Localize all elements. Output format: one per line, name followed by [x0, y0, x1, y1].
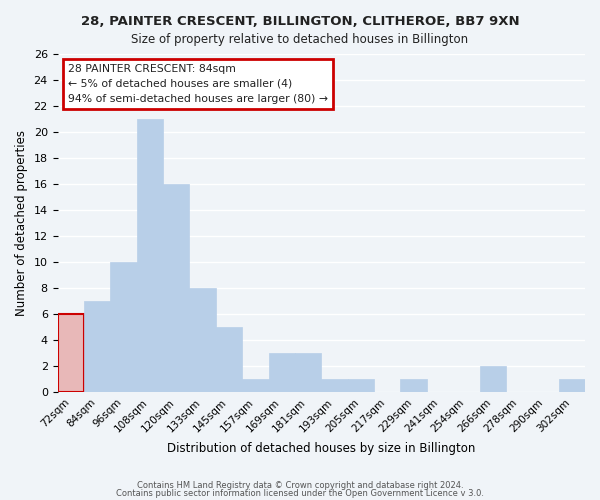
Bar [295, 353, 321, 392]
Bar [137, 119, 163, 392]
Y-axis label: Number of detached properties: Number of detached properties [15, 130, 28, 316]
Bar [347, 379, 374, 392]
Bar [400, 379, 427, 392]
X-axis label: Distribution of detached houses by size in Billington: Distribution of detached houses by size … [167, 442, 475, 455]
Bar [269, 353, 295, 392]
Bar [479, 366, 506, 392]
Text: Size of property relative to detached houses in Billington: Size of property relative to detached ho… [131, 32, 469, 46]
Bar [242, 379, 269, 392]
Bar [163, 184, 190, 392]
Bar [321, 379, 347, 392]
Bar [559, 379, 585, 392]
Bar [58, 314, 84, 392]
Text: 28 PAINTER CRESCENT: 84sqm
← 5% of detached houses are smaller (4)
94% of semi-d: 28 PAINTER CRESCENT: 84sqm ← 5% of detac… [68, 64, 328, 104]
Bar [110, 262, 137, 392]
Text: 28, PAINTER CRESCENT, BILLINGTON, CLITHEROE, BB7 9XN: 28, PAINTER CRESCENT, BILLINGTON, CLITHE… [80, 15, 520, 28]
Bar [84, 301, 110, 392]
Bar [216, 327, 242, 392]
Bar [190, 288, 216, 392]
Text: Contains HM Land Registry data © Crown copyright and database right 2024.: Contains HM Land Registry data © Crown c… [137, 481, 463, 490]
Text: Contains public sector information licensed under the Open Government Licence v : Contains public sector information licen… [116, 488, 484, 498]
